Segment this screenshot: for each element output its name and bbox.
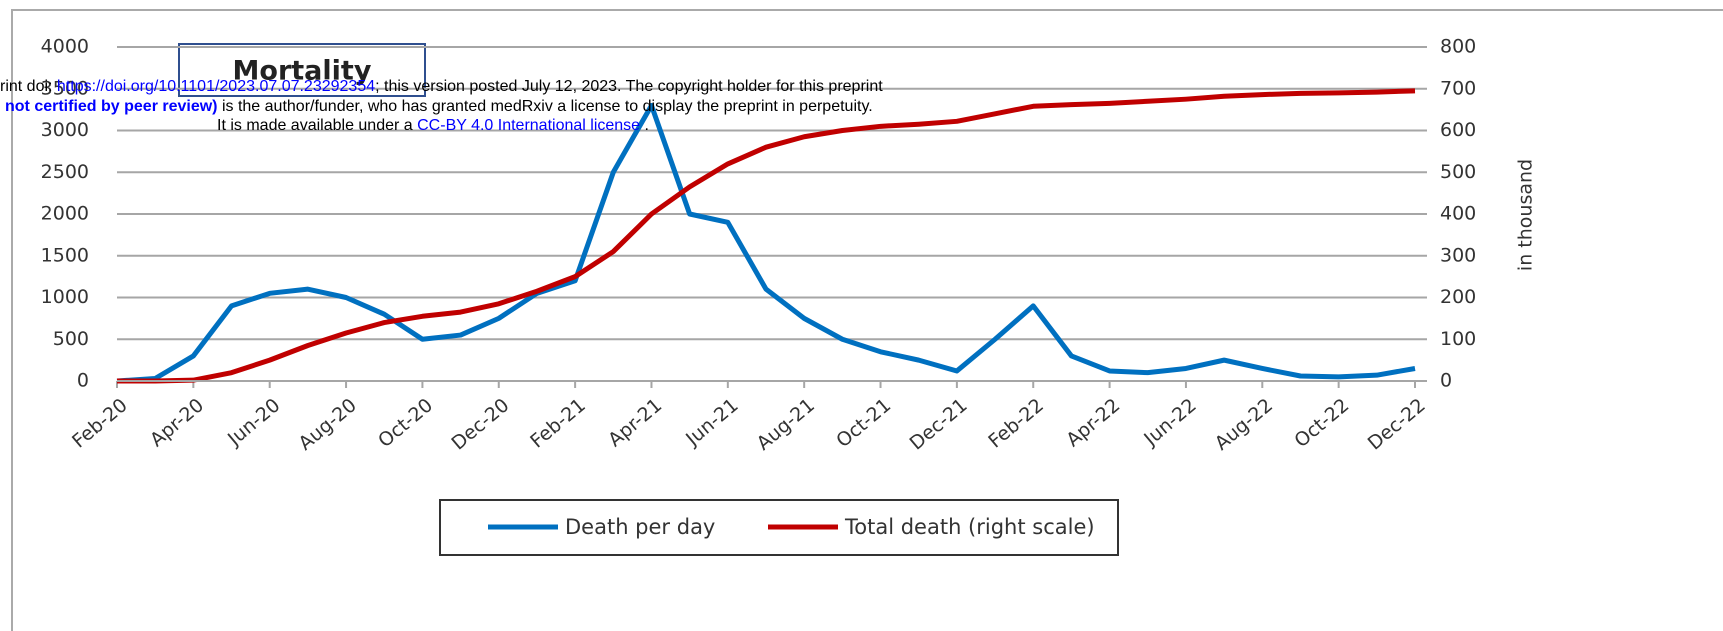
y-tick-label: 2500 [41, 161, 89, 183]
y2-tick-label: 700 [1440, 77, 1476, 99]
series-line [117, 88, 1416, 384]
x-tick-label: Aug-22 [1211, 394, 1277, 455]
y-tick-label: 1000 [41, 286, 89, 308]
y2-tick-label: 600 [1440, 119, 1476, 141]
y2-tick-label: 100 [1440, 328, 1476, 350]
watermark-text: rint doi: [0, 78, 57, 95]
watermark-line: It is made available under a CC-BY 4.0 I… [217, 117, 649, 135]
watermark-text: not certified by peer review) [5, 98, 218, 115]
watermark-text: It is made available under a [217, 117, 418, 134]
x-tick-label: Feb-22 [984, 394, 1048, 452]
y2-tick-label: 300 [1440, 244, 1476, 266]
watermark-text: is the author/funder, who has granted me… [217, 98, 873, 115]
y2-tick-label: 400 [1440, 203, 1476, 225]
x-tick-label: Apr-20 [146, 394, 208, 451]
y-tick-label: 3000 [41, 119, 89, 141]
x-tick-label: Jun-20 [223, 394, 284, 451]
y2-tick-label: 800 [1440, 36, 1476, 58]
y-tick-label: 0 [77, 370, 89, 392]
x-tick-label: Dec-20 [447, 394, 513, 454]
y2-tick-label: 200 [1440, 286, 1476, 308]
y-tick-label: 2000 [41, 203, 89, 225]
y2-tick-label: 500 [1440, 161, 1476, 183]
x-tick-label: Feb-20 [68, 394, 132, 452]
y2-tick-label: 0 [1440, 370, 1452, 392]
chart-frame [11, 9, 1723, 631]
watermark-link[interactable]: CC-BY 4.0 International license [417, 117, 641, 134]
y-tick-label: 3500 [41, 77, 89, 99]
series-line [116, 102, 1416, 384]
x-tick-label: Aug-20 [294, 394, 360, 455]
watermark-text: ; this version posted July 12, 2023. The… [375, 78, 883, 95]
x-tick-label: Jun-21 [681, 394, 742, 451]
y-tick-label: 500 [53, 328, 89, 350]
title-box [178, 43, 426, 97]
x-tick-label: Oct-21 [832, 394, 895, 452]
x-tick-label: Apr-22 [1062, 394, 1124, 451]
watermark-text: . [640, 117, 649, 134]
watermark-line: not certified by peer review) is the aut… [5, 98, 873, 116]
x-tick-label: Jun-22 [1139, 394, 1200, 451]
legend-label: Death per day [565, 515, 715, 539]
watermark-link[interactable]: https://doi.org/10.1101/2023.07.07.23292… [56, 78, 376, 95]
x-tick-label: Dec-21 [906, 394, 972, 454]
x-tick-label: Oct-20 [374, 394, 437, 452]
legend-label: Total death (right scale) [844, 515, 1095, 539]
x-tick-label: Aug-21 [753, 394, 819, 455]
y-tick-label: 4000 [41, 36, 89, 58]
x-tick-label: Oct-22 [1290, 394, 1353, 452]
y2-axis-label: in thousand [1515, 159, 1537, 271]
x-tick-label: Dec-22 [1364, 394, 1430, 454]
chart-title: Mortality [233, 56, 372, 87]
y-tick-label: 1500 [41, 244, 89, 266]
watermark-line: rint doi: https://doi.org/10.1101/2023.0… [0, 78, 883, 96]
x-tick-label: Feb-21 [526, 394, 590, 452]
x-tick-label: Apr-21 [604, 394, 666, 451]
